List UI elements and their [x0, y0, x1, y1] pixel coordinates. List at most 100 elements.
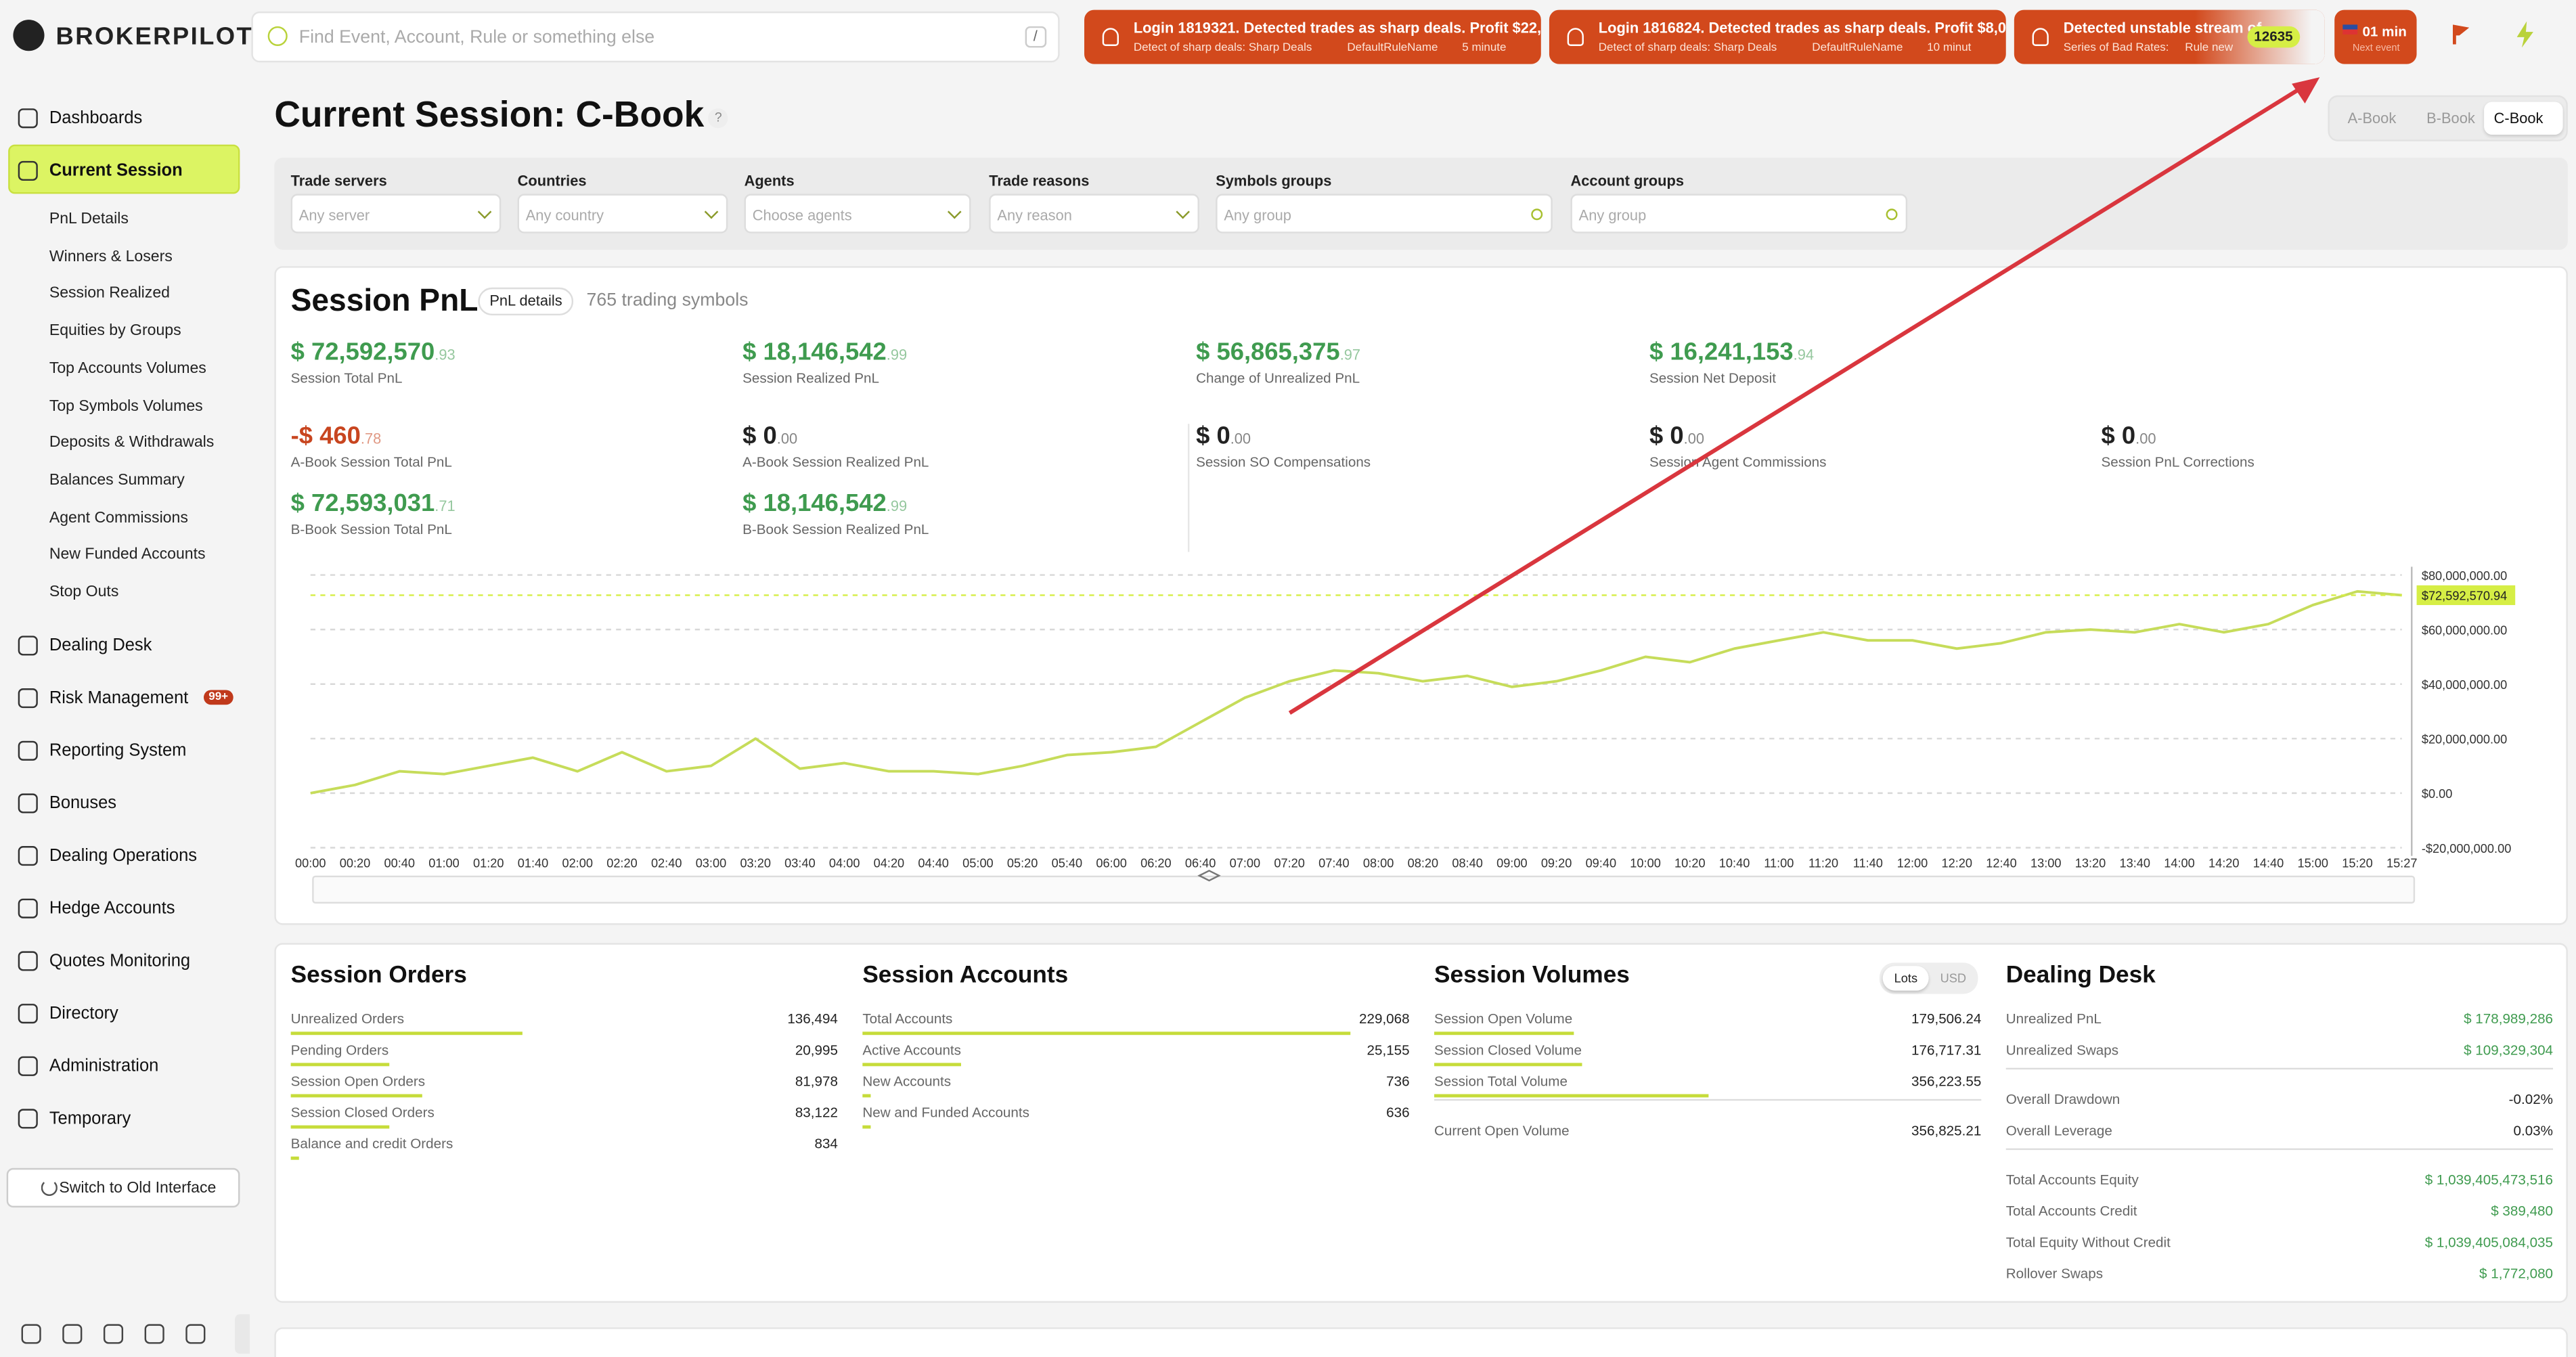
stat-label: Session Open Orders [290, 1073, 426, 1090]
filter-input[interactable]: Any group [1216, 194, 1553, 233]
nav-subitem[interactable]: Stop Outs [49, 583, 119, 602]
nav-item[interactable]: Risk Management [49, 688, 189, 708]
footer-icon[interactable] [62, 1324, 83, 1344]
switch-label[interactable]: Switch to Old Interface [59, 1179, 217, 1198]
chart-scrollbar[interactable] [312, 875, 2416, 904]
panel-title: Session Orders [290, 962, 467, 989]
stat-value: $ 1,039,405,473,516 [2424, 1171, 2554, 1188]
book-tab[interactable]: A-Book [2347, 110, 2397, 127]
metric-value-wrap: $ 72,592,570.93 [291, 340, 456, 364]
stat-label: Overall Leverage [2005, 1121, 2112, 1139]
stat-bar [862, 1094, 871, 1097]
search-icon [1531, 208, 1543, 221]
metric-value-wrap: $ 16,241,153.94 [1649, 340, 1814, 364]
metric-label: Session PnL Corrections [2101, 453, 2255, 470]
nav-subitem[interactable]: Balances Summary [49, 471, 185, 490]
pnl-panel [274, 266, 2568, 925]
alert-card[interactable]: Detected unstable stream of Series of Bad… [2014, 9, 2325, 64]
chevron [947, 204, 962, 219]
logo-icon [13, 20, 45, 51]
book-tab[interactable]: B-Book [2426, 110, 2475, 127]
metric-value-wrap: $ 0.00 [1196, 424, 1251, 448]
nav-item[interactable]: Hedge Accounts [49, 897, 175, 918]
nav-subitem[interactable]: Session Realized [49, 284, 170, 303]
filter-input[interactable]: Any country [517, 194, 728, 233]
alert-card[interactable]: Login 1816824. Detected trades as sharp … [1549, 9, 2006, 64]
nav-subitem[interactable]: PnL Details [49, 210, 129, 229]
nav-item[interactable]: Quotes Monitoring [49, 950, 191, 971]
stat-label: Unrealized Orders [290, 1010, 405, 1027]
footer-icon[interactable] [103, 1324, 124, 1344]
metric-cents: .00 [2135, 430, 2156, 447]
switch-button[interactable]: Switch to Old Interface [6, 1167, 240, 1208]
nav-subitem[interactable]: Agent Commissions [49, 508, 188, 527]
nav-item[interactable]: Directory [49, 1003, 118, 1023]
collapse-handle[interactable] [235, 1314, 250, 1354]
nav-icon [18, 108, 38, 129]
metric-cents: .00 [776, 430, 798, 447]
nav-subitem[interactable]: Winners & Losers [49, 247, 173, 266]
nav-item[interactable]: Administration [49, 1055, 159, 1076]
separator [2005, 1067, 2554, 1070]
filter-input[interactable]: Choose agents [744, 194, 971, 233]
alert-card[interactable]: Login 1819321. Detected trades as sharp … [1084, 9, 1541, 64]
search-icon [1886, 208, 1898, 221]
panel-title: Dealing Desk [2005, 962, 2156, 989]
footer-icon[interactable] [21, 1324, 41, 1344]
chevron [477, 204, 492, 219]
bolt-button[interactable] [2516, 21, 2533, 48]
metric-value: $ 72,592,570 [290, 338, 435, 367]
metric-value: $ 56,865,375 [1196, 338, 1340, 367]
metric-label: Change of Unrealized PnL [1196, 370, 1360, 386]
nav-subitem[interactable]: Top Accounts Volumes [49, 359, 206, 378]
nav-item[interactable]: Dashboards [49, 108, 143, 129]
nav-item[interactable]: Temporary [49, 1108, 131, 1128]
metric-value: $ 16,241,153 [1649, 338, 1794, 367]
filter-placeholder: Any country [525, 206, 604, 224]
metric-value: $ 72,593,031 [290, 489, 435, 518]
metric-value: $ 18,146,542 [742, 338, 887, 367]
stat-bar [290, 1094, 422, 1097]
stat-label: Total Accounts Equity [2005, 1171, 2139, 1188]
book-tab[interactable]: C-Book [2493, 110, 2544, 127]
nav-subitem[interactable]: Equities by Groups [49, 321, 181, 340]
alerts-count[interactable]: 12635 [2247, 26, 2300, 47]
stat-label: Total Equity Without Credit [2005, 1233, 2171, 1251]
nav-icon [18, 160, 38, 181]
pnl-details-button[interactable]: PnL details [478, 287, 574, 316]
nav-item[interactable]: Current Session [49, 160, 183, 181]
search-box[interactable]: Find Event, Account, Rule or something e… [251, 11, 1060, 63]
metric-cents: .78 [360, 430, 382, 447]
panel-title: Session Volumes [1434, 962, 1630, 989]
nav-item[interactable]: Reporting System [49, 740, 187, 761]
metric-value-wrap: $ 18,146,542.99 [742, 491, 907, 516]
nav-item[interactable]: Dealing Operations [49, 845, 198, 866]
footer-icon[interactable] [144, 1324, 164, 1344]
toggle-option[interactable]: USD [1940, 971, 1967, 986]
nav-subitem[interactable]: New Funded Accounts [49, 546, 206, 564]
metric-cents: .94 [1793, 347, 1815, 363]
nav-icon [18, 635, 38, 655]
nav-icon [18, 740, 38, 761]
metric-value-wrap: $ 0.00 [742, 424, 797, 448]
toggle-option[interactable]: Lots [1894, 971, 1918, 986]
metric-value-wrap: $ 0.00 [1649, 424, 1704, 448]
metric-label: Session Agent Commissions [1649, 453, 1827, 470]
help-icon[interactable]: ? [708, 108, 729, 129]
filter-input[interactable]: Any server [290, 194, 502, 233]
metric-divider [1187, 424, 1190, 552]
chevron [704, 204, 719, 219]
filter-input[interactable]: Any group [1570, 194, 1908, 233]
metric-label: B-Book Session Realized PnL [742, 520, 929, 537]
nav-subitem[interactable]: Top Symbols Volumes [49, 397, 203, 415]
nav-subitem[interactable]: Deposits & Withdrawals [49, 434, 215, 452]
filter-input[interactable]: Any reason [989, 194, 1199, 233]
filter-label: Trade reasons [989, 172, 1090, 190]
nav-item[interactable]: Bonuses [49, 793, 117, 813]
next-event[interactable]: 01 min Next event [2334, 9, 2417, 64]
nav-item[interactable]: Dealing Desk [49, 635, 152, 655]
flag-button[interactable] [2452, 24, 2470, 45]
alert-icon [1567, 28, 1584, 46]
nav-badge: 99+ [203, 689, 234, 705]
footer-icon[interactable] [185, 1324, 206, 1344]
